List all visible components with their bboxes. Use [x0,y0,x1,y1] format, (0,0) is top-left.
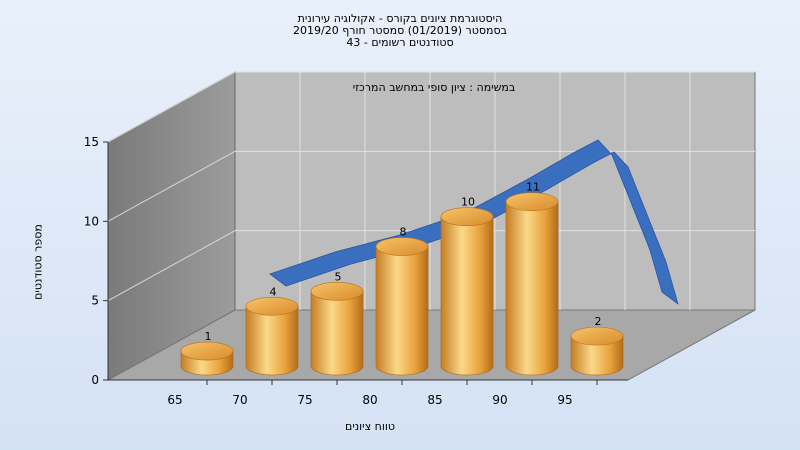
bar-body [245,305,299,376]
bar-cap [505,192,559,212]
chart-title-line-2: בסמסטר (01/2019) סמסטר חורף 2019/20 [293,24,507,37]
bar-body [505,201,559,376]
bar-body [570,335,624,376]
x-tick-label: 75 [297,393,312,407]
bar-cap [375,237,429,256]
bar-data-label: 8 [400,226,407,239]
bar: 10 [440,196,494,376]
bar: 4 [245,285,299,376]
bar: 1 [180,330,234,376]
bar-data-label: 10 [461,196,475,209]
x-axis-label: טווח ציונים [345,420,395,433]
bar: 5 [310,270,364,376]
bar-body [440,216,494,376]
bar: 2 [570,315,624,376]
y-tick-label: 10 [84,214,99,228]
bar-data-label: 1 [205,330,212,343]
x-tick-label: 80 [362,393,377,407]
gridline-side [107,150,236,222]
bar-data-label: 5 [335,270,342,283]
bar-data-label: 4 [270,285,277,298]
bar-cap [180,341,234,361]
x-tick-label: 70 [232,393,247,407]
bar-data-label: 11 [526,181,540,194]
x-tick-label: 85 [427,393,442,407]
x-tick-label: 90 [492,393,507,407]
chart-annotation: במשימה : ציון סופי במחשב המרכזי [352,81,516,94]
bar: 8 [375,226,429,376]
bar-body [375,246,429,376]
gridline-side [107,230,236,302]
x-tick-label: 95 [557,393,572,407]
x-tick-label: 65 [167,393,182,407]
chart-title-line-3: סטודנטים רשומים - 43 [346,36,454,49]
bar-cap [440,207,494,226]
y-axis-label: מספר סטודנטים [31,224,45,300]
bar-cap [570,326,624,346]
bar-data-label: 2 [595,315,602,328]
bar-cap [245,296,299,316]
y-tick-label: 5 [91,294,99,308]
gridline-side [107,71,236,143]
bar-cap [310,282,364,301]
y-tick-label: 15 [84,135,99,149]
bar-body [310,291,364,376]
bar: 11 [505,181,559,376]
chart-title-line-1: היסטוגרמת ציונים בקורס - אקולוגיה עירוני… [297,12,503,25]
y-tick-label: 0 [91,373,99,387]
